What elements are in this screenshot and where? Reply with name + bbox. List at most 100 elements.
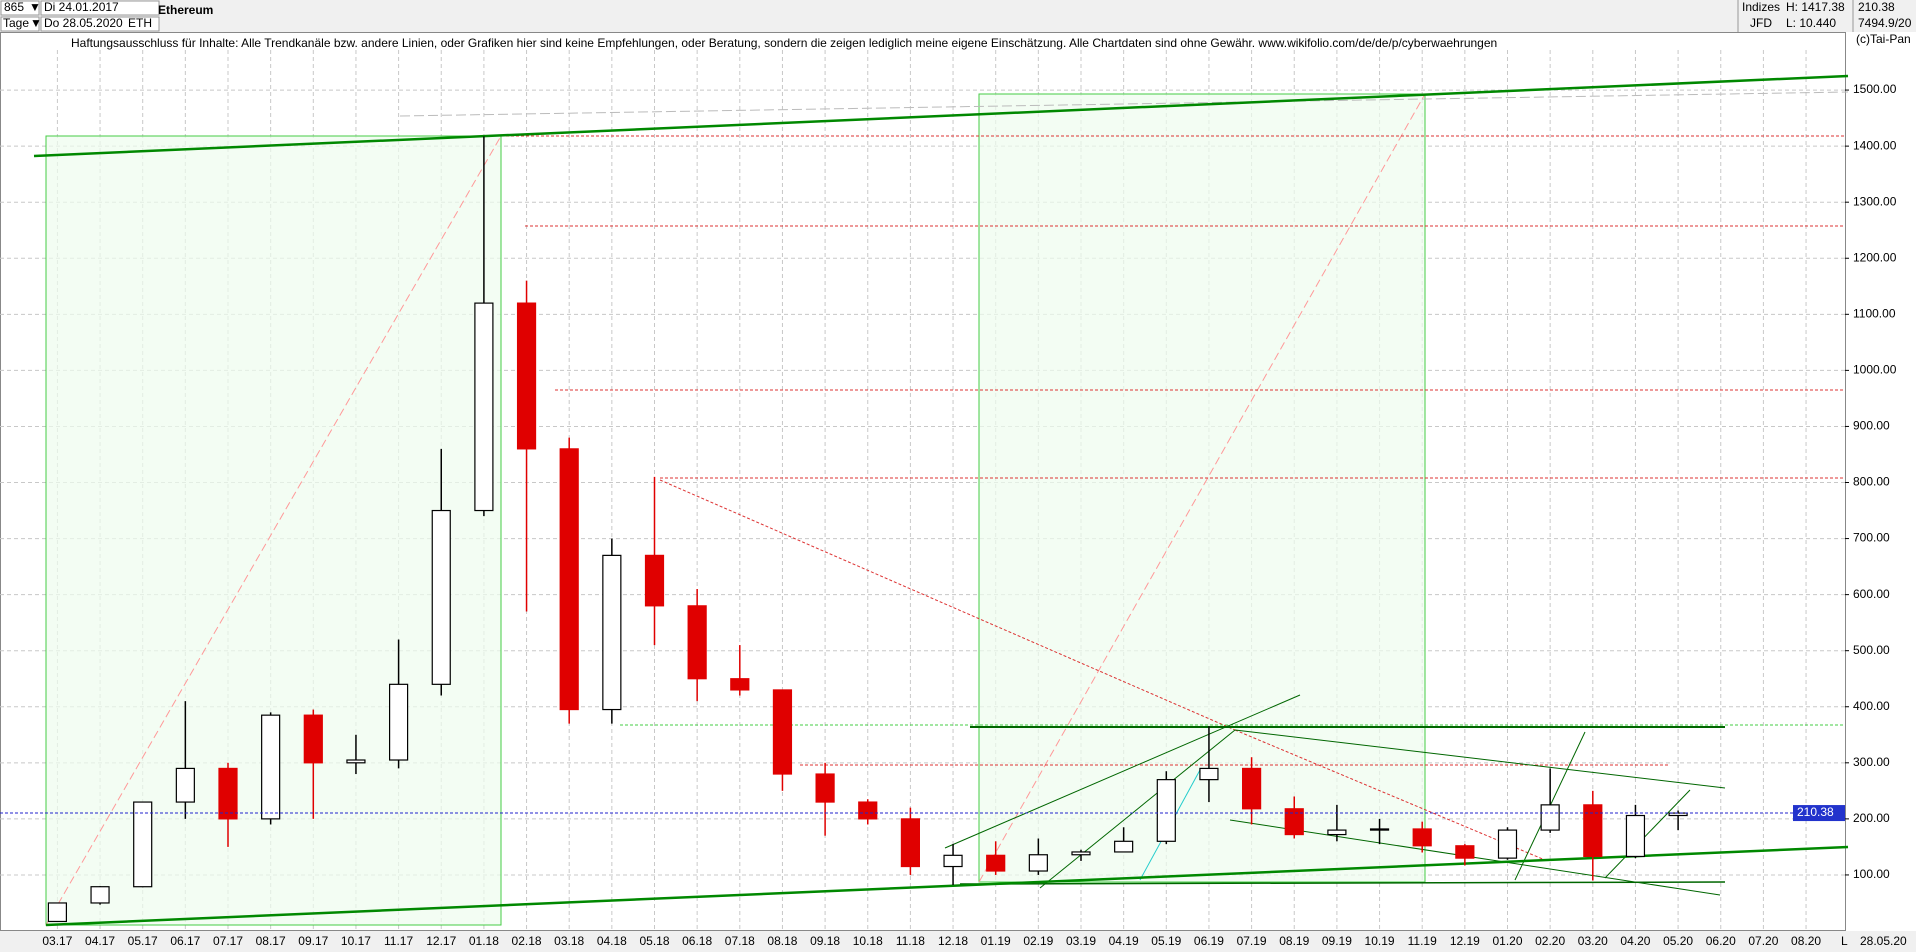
x-tick-label: 11.17 (384, 934, 413, 948)
start-box[interactable] (40, 0, 160, 16)
candle-body (261, 714, 281, 820)
start-date: Di 24.01.2017 (44, 0, 119, 14)
candle-body (1284, 808, 1304, 836)
y-tick-label: 1300.00 (1853, 194, 1897, 208)
candle-body (1497, 829, 1518, 859)
x-tick-label: 06.20 (1706, 934, 1736, 948)
scale-mode: L (1841, 934, 1848, 948)
diagonal (978, 93, 1426, 883)
candle-body (1369, 828, 1390, 831)
trend-line (1229, 819, 1721, 896)
candle-body (1156, 779, 1176, 842)
candle-body (133, 801, 153, 888)
candle-body (815, 773, 835, 803)
x-tick-label: 08.18 (767, 934, 797, 948)
x-tick-label: 04.18 (597, 934, 627, 948)
candle-body (431, 509, 451, 685)
x-tick-label: 05.19 (1151, 934, 1181, 948)
y-tick-label: 300.00 (1853, 755, 1890, 769)
x-axis-bar (0, 931, 1916, 952)
low: L: 10.440 (1786, 16, 1836, 30)
diagonal (45, 135, 502, 926)
candle-body (1455, 845, 1475, 859)
candle-body (772, 689, 793, 775)
dropdown-arrow: ▼ (29, 0, 41, 14)
x-tick-label: 08.17 (256, 934, 286, 948)
end-date: Do 28.05.2020 (44, 16, 123, 30)
candle-body (1199, 767, 1219, 781)
copyright: (c)Tai-Pan (1856, 32, 1911, 46)
count-box[interactable] (0, 0, 40, 16)
candle-body (730, 678, 750, 691)
x-tick-label: 03.20 (1578, 934, 1608, 948)
candle-body (1540, 804, 1560, 831)
x-tick-label: 08.20 (1791, 934, 1821, 948)
candle-body (900, 818, 921, 868)
x-tick-label: 01.18 (469, 934, 499, 948)
last-price: 210.38 (1858, 0, 1895, 14)
x-tick-label: 04.20 (1620, 934, 1650, 948)
trend-line (1234, 729, 1726, 789)
trend-line (1039, 729, 1236, 889)
x-tick-label: 03.19 (1066, 934, 1096, 948)
x-tick-label: 05.20 (1663, 934, 1693, 948)
x-tick-label: 07.18 (725, 934, 755, 948)
x-tick-label: 04.17 (85, 934, 115, 948)
candle-body (1583, 804, 1603, 858)
candle-body (90, 886, 110, 904)
candle-body (1668, 812, 1688, 817)
candle-body (986, 854, 1006, 872)
group: Indizes (1742, 0, 1780, 14)
end-box[interactable] (40, 16, 160, 32)
x-tick-label: 03.18 (554, 934, 584, 948)
candle-body (1114, 840, 1134, 853)
channel-top (33, 74, 1849, 158)
x-tick-label: 10.17 (341, 934, 371, 948)
x-tick-label: 12.18 (938, 934, 968, 948)
candle-body (303, 714, 323, 764)
candle-body (602, 554, 622, 711)
period-box[interactable] (0, 16, 40, 32)
y-tick-label: 700.00 (1853, 531, 1890, 545)
symbol: ETH (128, 16, 152, 30)
x-tick-label: 01.19 (981, 934, 1011, 948)
x-tick-label: 02.19 (1023, 934, 1053, 948)
y-tick-label: 200.00 (1853, 811, 1890, 825)
y-tick-label: 1500.00 (1853, 82, 1897, 96)
trend-line (1604, 789, 1691, 879)
x-tick-label: 12.17 (426, 934, 456, 948)
x-tick-label: 10.19 (1365, 934, 1395, 948)
candle-body (1071, 851, 1091, 856)
candle-body (474, 302, 494, 512)
trend-line (944, 694, 1301, 849)
trend-line (659, 479, 1236, 731)
x-tick-label: 11.18 (896, 934, 925, 948)
y-tick-label: 600.00 (1853, 587, 1890, 601)
period: Tage (3, 16, 29, 30)
count: 865 (4, 0, 24, 14)
y-tick-label: 100.00 (1853, 867, 1890, 881)
x-tick-label: 10.18 (853, 934, 883, 948)
x-tick-label: 02.18 (512, 934, 542, 948)
candle-body (175, 767, 195, 803)
trend-line (399, 91, 1849, 117)
trend-line (1234, 729, 1546, 861)
x-tick-label: 06.17 (170, 934, 200, 948)
x-tick-label: 04.19 (1109, 934, 1139, 948)
disclaimer: Haftungsausschluss für Inhalte: Alle Tre… (71, 36, 1497, 50)
x-tick-label: 06.19 (1194, 934, 1224, 948)
plot-frame (0, 32, 1846, 931)
candle-body (858, 801, 878, 820)
candle-body (346, 759, 366, 764)
x-tick-label: 05.17 (128, 934, 158, 948)
x-tick-label: 11.19 (1408, 934, 1437, 948)
candle-body (1412, 828, 1432, 847)
x-tick-label: 02.20 (1535, 934, 1565, 948)
y-tick-label: 900.00 (1853, 419, 1890, 433)
extra: 7494.9/20 (1858, 16, 1912, 30)
x-tick-label: 09.19 (1322, 934, 1352, 948)
candle-body (687, 605, 707, 680)
candle-body (516, 302, 537, 450)
x-tick-label: 08.19 (1279, 934, 1309, 948)
